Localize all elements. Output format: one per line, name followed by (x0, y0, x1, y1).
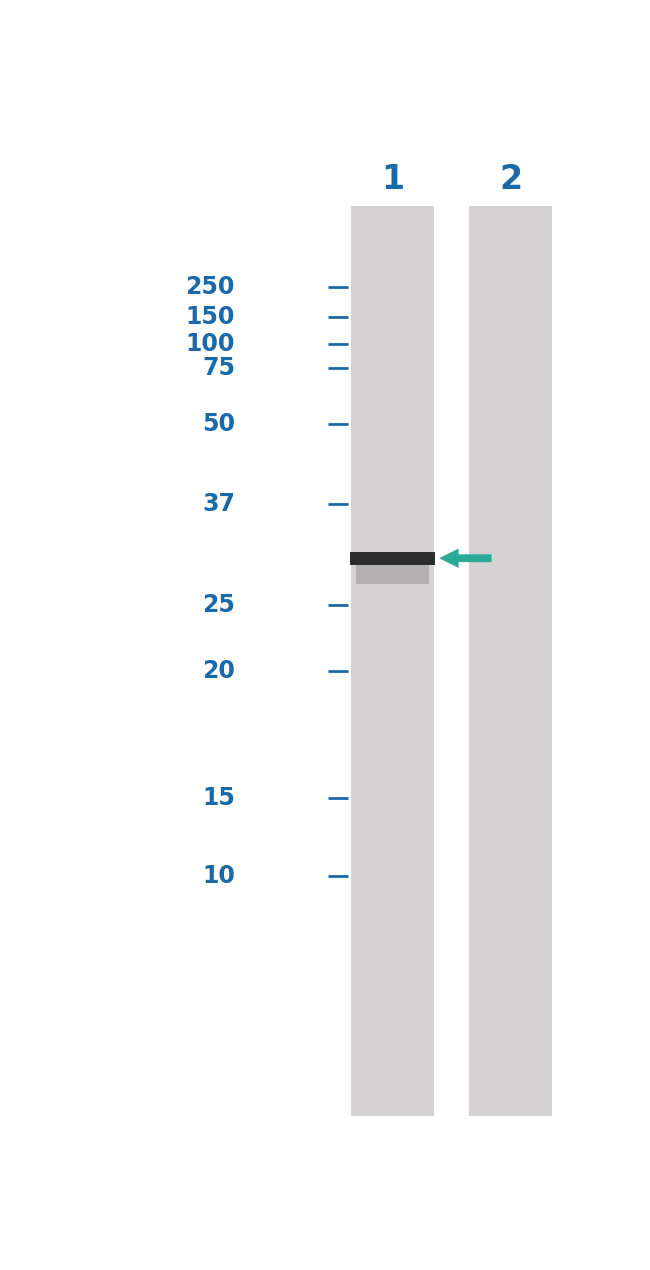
Bar (351, 206, 434, 1115)
Bar (356, 565, 429, 584)
Text: 250: 250 (185, 276, 235, 300)
Text: 2: 2 (499, 164, 522, 197)
Text: 50: 50 (202, 413, 235, 437)
Bar (469, 206, 552, 1115)
Text: 1: 1 (381, 164, 404, 197)
Text: 10: 10 (202, 864, 235, 888)
Text: 15: 15 (202, 786, 235, 810)
Text: 25: 25 (202, 593, 235, 617)
Bar (350, 552, 435, 565)
Text: 75: 75 (202, 356, 235, 380)
Text: 100: 100 (185, 331, 235, 356)
Text: 150: 150 (185, 305, 235, 329)
Text: 20: 20 (202, 659, 235, 683)
Text: 37: 37 (202, 493, 235, 517)
